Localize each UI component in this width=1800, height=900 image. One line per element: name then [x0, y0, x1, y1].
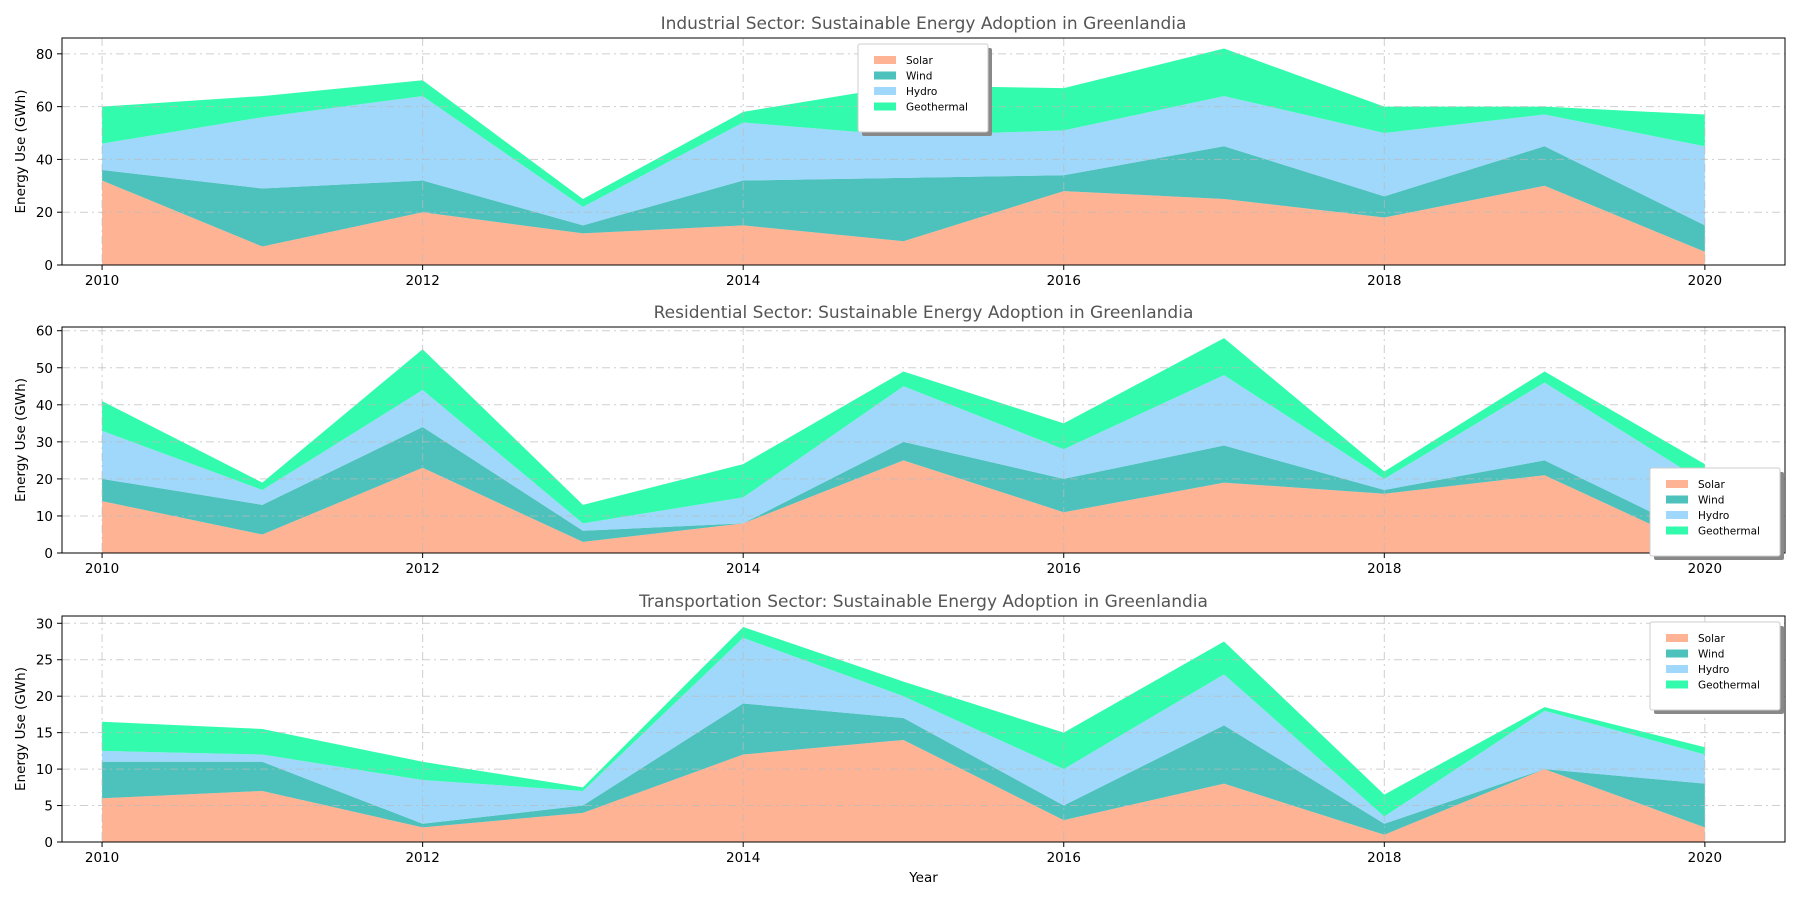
y-tick-label: 10: [36, 509, 53, 525]
y-tick-label: 0: [44, 546, 53, 562]
area-geothermal: [102, 338, 1705, 524]
x-tick-label: 2012: [405, 850, 439, 866]
legend-label-wind: Wind: [1698, 649, 1724, 661]
legend-swatch-solar: [874, 56, 896, 64]
y-axis-label: Energy Use (GWh): [13, 90, 29, 214]
plot-frame: [61, 326, 1786, 554]
legend-label-wind: Wind: [906, 71, 932, 83]
plot-frame: [61, 615, 1786, 843]
legend-swatch-wind: [1666, 495, 1688, 504]
y-tick-label: 30: [36, 435, 53, 451]
legend-label-geothermal: Geothermal: [1698, 680, 1760, 692]
y-tick-label: 15: [36, 726, 53, 742]
x-tick-label: 2020: [1688, 850, 1722, 866]
area-wind: [102, 146, 1705, 252]
legend-swatch-hydro: [1666, 511, 1688, 519]
y-tick-label: 40: [36, 152, 53, 168]
legend-swatch-geothermal: [1666, 680, 1688, 689]
x-tick-label: 2018: [1367, 850, 1401, 866]
area-wind: [102, 427, 1705, 550]
x-axis-label: Year: [908, 870, 938, 886]
area-wind: [102, 703, 1705, 835]
legend: Solar Wind Hydro Geothermal: [1649, 467, 1784, 560]
y-tick-label: 30: [36, 616, 53, 632]
y-tick-label: 0: [44, 835, 53, 851]
y-tick-label: 60: [36, 100, 53, 116]
legend-label-hydro: Hydro: [906, 86, 937, 98]
legend-swatch-wind: [1666, 649, 1688, 658]
area-solar: [102, 739, 1705, 842]
legend-label-wind: Wind: [1698, 495, 1724, 507]
legend-swatch-geothermal: [874, 102, 896, 111]
legend-label-hydro: Hydro: [1698, 664, 1729, 676]
legend-label-solar: Solar: [1698, 633, 1725, 645]
legend-swatch-hydro: [874, 87, 896, 95]
y-tick-label: 40: [36, 398, 53, 414]
legend-label-hydro: Hydro: [1698, 510, 1729, 522]
y-tick-label: 25: [36, 653, 53, 669]
chart-title: Transportation Sector: Sustainable Energ…: [638, 592, 1208, 612]
legend-swatch-geothermal: [1666, 526, 1688, 535]
chart-panel-1: Industrial Sector: Sustainable Energy Ad…: [13, 14, 1786, 289]
chart-title: Residential Sector: Sustainable Energy A…: [654, 303, 1194, 323]
x-tick-label: 2016: [1047, 561, 1081, 577]
legend-label-geothermal: Geothermal: [1698, 526, 1760, 538]
legend-swatch-wind: [874, 71, 896, 80]
x-tick-label: 2020: [1688, 561, 1722, 577]
x-tick-label: 2020: [1688, 273, 1722, 289]
legend-swatch-solar: [1666, 634, 1688, 642]
area-solar: [102, 460, 1705, 553]
legend-label-solar: Solar: [906, 55, 933, 67]
x-tick-label: 2016: [1047, 850, 1081, 866]
y-tick-label: 20: [36, 205, 53, 221]
y-tick-label: 20: [36, 472, 53, 488]
x-tick-label: 2012: [405, 273, 439, 289]
y-tick-label: 60: [36, 324, 53, 340]
x-tick-label: 2014: [726, 561, 760, 577]
y-tick-label: 50: [36, 361, 53, 377]
x-tick-label: 2016: [1047, 273, 1081, 289]
y-axis-label: Energy Use (GWh): [13, 667, 29, 791]
y-tick-label: 10: [36, 762, 53, 778]
y-tick-label: 5: [44, 799, 53, 815]
y-axis-label: Energy Use (GWh): [13, 378, 29, 502]
legend-swatch-solar: [1666, 480, 1688, 488]
legend-label-geothermal: Geothermal: [906, 102, 968, 114]
x-tick-label: 2014: [726, 273, 760, 289]
y-tick-label: 20: [36, 689, 53, 705]
legend: Solar Wind Hydro Geothermal: [1649, 621, 1784, 714]
x-tick-label: 2010: [85, 850, 119, 866]
legend: Solar Wind Hydro Geothermal: [857, 43, 992, 136]
x-tick-label: 2018: [1367, 561, 1401, 577]
chart-title: Industrial Sector: Sustainable Energy Ad…: [661, 14, 1187, 34]
legend-label-solar: Solar: [1698, 479, 1725, 491]
chart-panel-2: Residential Sector: Sustainable Energy A…: [13, 303, 1786, 577]
x-tick-label: 2010: [85, 561, 119, 577]
area-hydro: [102, 96, 1705, 226]
area-hydro: [102, 375, 1705, 539]
x-tick-label: 2018: [1367, 273, 1401, 289]
y-tick-label: 80: [36, 47, 53, 63]
plot-frame: [61, 37, 1786, 266]
y-tick-label: 0: [44, 258, 53, 274]
x-tick-label: 2010: [85, 273, 119, 289]
x-tick-label: 2012: [405, 561, 439, 577]
chart-panel-3: Transportation Sector: Sustainable Energ…: [13, 592, 1786, 886]
legend-swatch-hydro: [1666, 665, 1688, 673]
area-solar: [102, 180, 1705, 265]
x-tick-label: 2014: [726, 850, 760, 866]
